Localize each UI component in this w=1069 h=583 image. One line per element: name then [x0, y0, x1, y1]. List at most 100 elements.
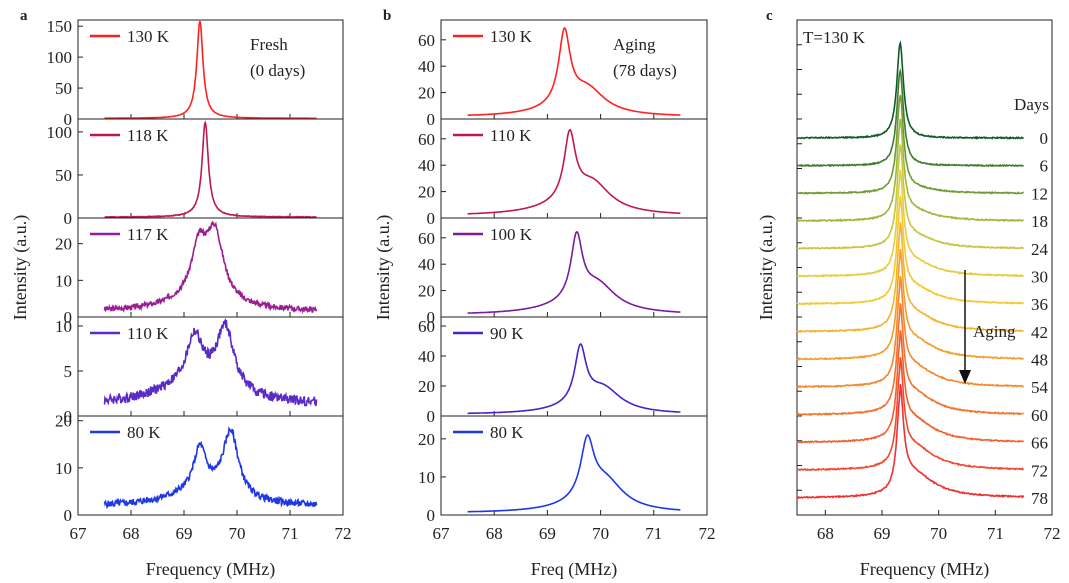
y-axis-title: Intensity (a.u.) [756, 215, 777, 320]
day-label: 36 [1031, 295, 1048, 314]
y-tick-label: 20 [418, 84, 435, 103]
x-tick-label: 70 [229, 524, 246, 543]
series-line [796, 144, 1024, 250]
legend-label: 80 K [490, 423, 524, 442]
series-line [467, 231, 681, 314]
y-tick-label: 10 [55, 317, 72, 336]
day-label: 24 [1031, 240, 1049, 259]
panel-letter: c [766, 8, 773, 24]
day-label: 18 [1031, 212, 1048, 231]
x-tick-label: 72 [1044, 524, 1061, 543]
day-label: 60 [1031, 406, 1048, 425]
series-line [467, 129, 681, 215]
y-tick-label: 60 [418, 317, 435, 336]
x-tick-label: 68 [123, 524, 140, 543]
series-line [796, 222, 1024, 334]
legend-label: 118 K [127, 126, 169, 145]
panel-c: 68 69 70 71 72 0 6 12 18 24 30 36 42 48 54 60 66 72 78 Days… [756, 8, 1061, 580]
y-tick-label: 0 [64, 506, 73, 525]
series-line [796, 195, 1024, 306]
y-tick-label: 0 [427, 506, 436, 525]
day-label: 6 [1040, 157, 1049, 176]
y-tick-label: 40 [418, 255, 435, 274]
series-line [796, 249, 1024, 362]
y-tick-label: 20 [55, 235, 72, 254]
aging-arrow-head [959, 370, 971, 384]
series-line [796, 357, 1024, 472]
panel-letter: b [383, 8, 391, 24]
panel-letter: a [20, 8, 28, 24]
y-tick-label: 0 [427, 308, 436, 327]
y-tick-label: 0 [64, 407, 73, 426]
series-line [467, 434, 681, 513]
series-line [103, 426, 318, 510]
day-label: 78 [1031, 489, 1048, 508]
series-line [104, 21, 317, 120]
x-tick-label: 70 [592, 524, 609, 543]
day-label: 0 [1040, 129, 1049, 148]
y-tick-label: 10 [55, 459, 72, 478]
legend-label: 110 K [490, 126, 532, 145]
y-tick-label: 40 [418, 57, 435, 76]
x-tick-label: 71 [987, 524, 1004, 543]
days-title: Days [1014, 95, 1049, 114]
series-line [796, 118, 1024, 223]
y-tick-label: 20 [418, 282, 435, 301]
series-line [467, 343, 681, 415]
day-label: 66 [1031, 434, 1048, 453]
day-label: 30 [1031, 267, 1048, 286]
y-axis-title: Intensity (a.u.) [373, 215, 394, 320]
temperature-label: T=130 K [803, 28, 866, 47]
series-line [796, 330, 1024, 444]
y-tick-label: 100 [47, 123, 73, 142]
annotation-text: Aging [613, 35, 656, 54]
y-tick-label: 20 [418, 377, 435, 396]
y-tick-label: 10 [418, 468, 435, 487]
day-label: 42 [1031, 323, 1048, 342]
subplot-frame [77, 415, 344, 516]
y-tick-label: 40 [418, 347, 435, 366]
x-tick-label: 67 [70, 524, 88, 543]
day-label: 48 [1031, 351, 1048, 370]
y-tick-label: 150 [47, 17, 73, 36]
legend-label: 90 K [490, 324, 524, 343]
legend-label: 117 K [127, 225, 169, 244]
x-axis-title: Frequency (MHz) [146, 559, 275, 580]
series-line [103, 318, 318, 407]
x-tick-label: 72 [335, 524, 352, 543]
y-tick-label: 10 [55, 271, 72, 290]
series-line [104, 120, 317, 219]
series-line [796, 276, 1024, 389]
series-line [796, 303, 1024, 417]
y-tick-label: 20 [418, 183, 435, 202]
subplot-frame [440, 415, 708, 516]
series-line [796, 40, 1024, 140]
y-tick-label: 50 [55, 79, 72, 98]
day-label: 72 [1031, 461, 1048, 480]
x-axis-title: Freq (MHz) [531, 559, 617, 580]
day-label: 12 [1031, 184, 1048, 203]
series-line [796, 384, 1025, 499]
y-tick-label: 60 [418, 31, 435, 50]
x-tick-label: 71 [645, 524, 662, 543]
y-tick-label: 0 [64, 209, 73, 228]
series-line [467, 27, 681, 116]
series-line [796, 68, 1024, 168]
x-tick-label: 67 [433, 524, 451, 543]
legend-label: 130 K [127, 27, 170, 46]
x-tick-label: 70 [930, 524, 947, 543]
y-tick-label: 60 [418, 130, 435, 149]
series-line [103, 221, 318, 315]
y-tick-label: 0 [427, 407, 436, 426]
legend-label: 80 K [127, 423, 161, 442]
y-tick-label: 20 [55, 412, 72, 431]
series-line [796, 94, 1024, 195]
annotation-text: (0 days) [250, 61, 305, 80]
annotation-text: Fresh [250, 35, 288, 54]
legend-label: 100 K [490, 225, 533, 244]
y-tick-label: 0 [64, 110, 73, 129]
x-tick-label: 69 [539, 524, 556, 543]
x-tick-label: 68 [817, 524, 834, 543]
